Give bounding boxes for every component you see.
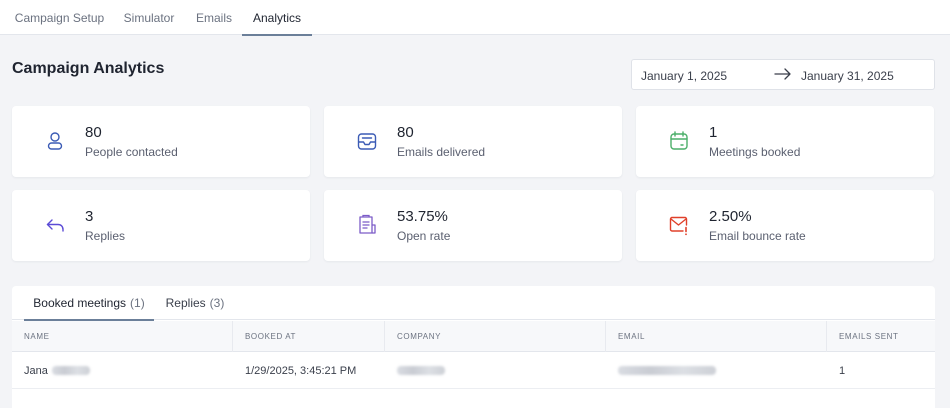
redacted-company — [397, 366, 445, 375]
column-header-name[interactable]: Name — [12, 321, 233, 352]
stat-card-emails-delivered: 80 Emails delivered — [324, 106, 622, 177]
tab-simulator[interactable]: Simulator — [123, 10, 175, 25]
cell-email — [606, 352, 827, 389]
name-text: Jana — [24, 364, 48, 377]
redacted-surname — [51, 366, 90, 375]
stat-card-people-contacted: 80 People contacted — [12, 106, 310, 177]
cell-company — [385, 352, 606, 389]
tab-campaign-setup[interactable]: Campaign Setup — [14, 10, 105, 25]
tab-emails[interactable]: Emails — [195, 10, 232, 25]
calendar-icon — [670, 131, 688, 150]
stat-card-email-bounce-rate: 2.50% Email bounce rate — [636, 190, 934, 261]
page-title: Campaign Analytics — [12, 60, 165, 77]
stat-value: 2.50% — [709, 208, 752, 225]
person-icon — [47, 132, 63, 150]
cell-emails-sent: 1 — [839, 364, 846, 377]
column-header-emails-sent[interactable]: Emails sent — [839, 332, 899, 341]
meetings-replies-panel: Booked meetings (1) Replies (3) Name Boo… — [12, 286, 935, 408]
column-header-company[interactable]: Company — [385, 321, 606, 352]
column-header-booked-at[interactable]: Booked at — [233, 321, 385, 352]
stat-value: 53.75% — [397, 208, 448, 225]
date-range-start[interactable]: January 1, 2025 — [641, 69, 728, 83]
mail-alert-icon — [669, 216, 688, 236]
tab-booked-meetings[interactable]: Booked meetings (1) — [24, 286, 154, 321]
table-row[interactable]: Jana 1/29/2025, 3:45:21 PM 1 — [12, 352, 935, 389]
stat-label: Meetings booked — [709, 145, 801, 159]
redacted-email — [618, 366, 716, 375]
cell-name: Jana — [12, 352, 233, 389]
table-header: Name Booked at Company Email Emails sent — [12, 321, 935, 352]
panel-tab-bar: Booked meetings (1) Replies (3) — [12, 286, 935, 321]
stat-label: Open rate — [397, 229, 451, 243]
stat-label: Email bounce rate — [709, 229, 806, 243]
stat-card-meetings-booked: 1 Meetings booked — [636, 106, 934, 177]
tab-count: (1) — [130, 296, 145, 310]
tab-count: (3) — [209, 296, 225, 310]
date-range-picker[interactable]: January 1, 2025 January 31, 2025 — [631, 59, 935, 90]
stat-label: Emails delivered — [397, 145, 486, 159]
stat-label: Replies — [85, 229, 126, 243]
inbox-tray-icon — [357, 133, 377, 150]
tab-analytics[interactable]: Analytics — [242, 0, 312, 36]
stat-value: 1 — [709, 124, 718, 141]
stat-value: 3 — [85, 208, 94, 225]
tab-replies[interactable]: Replies (3) — [162, 286, 228, 320]
arrow-right-icon — [774, 68, 791, 80]
reply-arrow-icon — [46, 219, 64, 232]
column-header-email[interactable]: Email — [606, 321, 827, 352]
cell-booked-at: 1/29/2025, 3:45:21 PM — [245, 364, 357, 377]
clipboard-list-icon — [359, 214, 376, 234]
tab-label: Booked meetings — [33, 296, 127, 310]
stat-card-open-rate: 53.75% Open rate — [324, 190, 622, 261]
stat-card-replies: 3 Replies — [12, 190, 310, 261]
stat-value: 80 — [85, 124, 102, 141]
stat-label: People contacted — [85, 145, 178, 159]
stat-value: 80 — [397, 124, 414, 141]
top-tab-bar: Campaign Setup Simulator Emails Analytic… — [0, 0, 950, 36]
tab-label: Replies — [165, 296, 206, 310]
date-range-end[interactable]: January 31, 2025 — [801, 69, 894, 83]
